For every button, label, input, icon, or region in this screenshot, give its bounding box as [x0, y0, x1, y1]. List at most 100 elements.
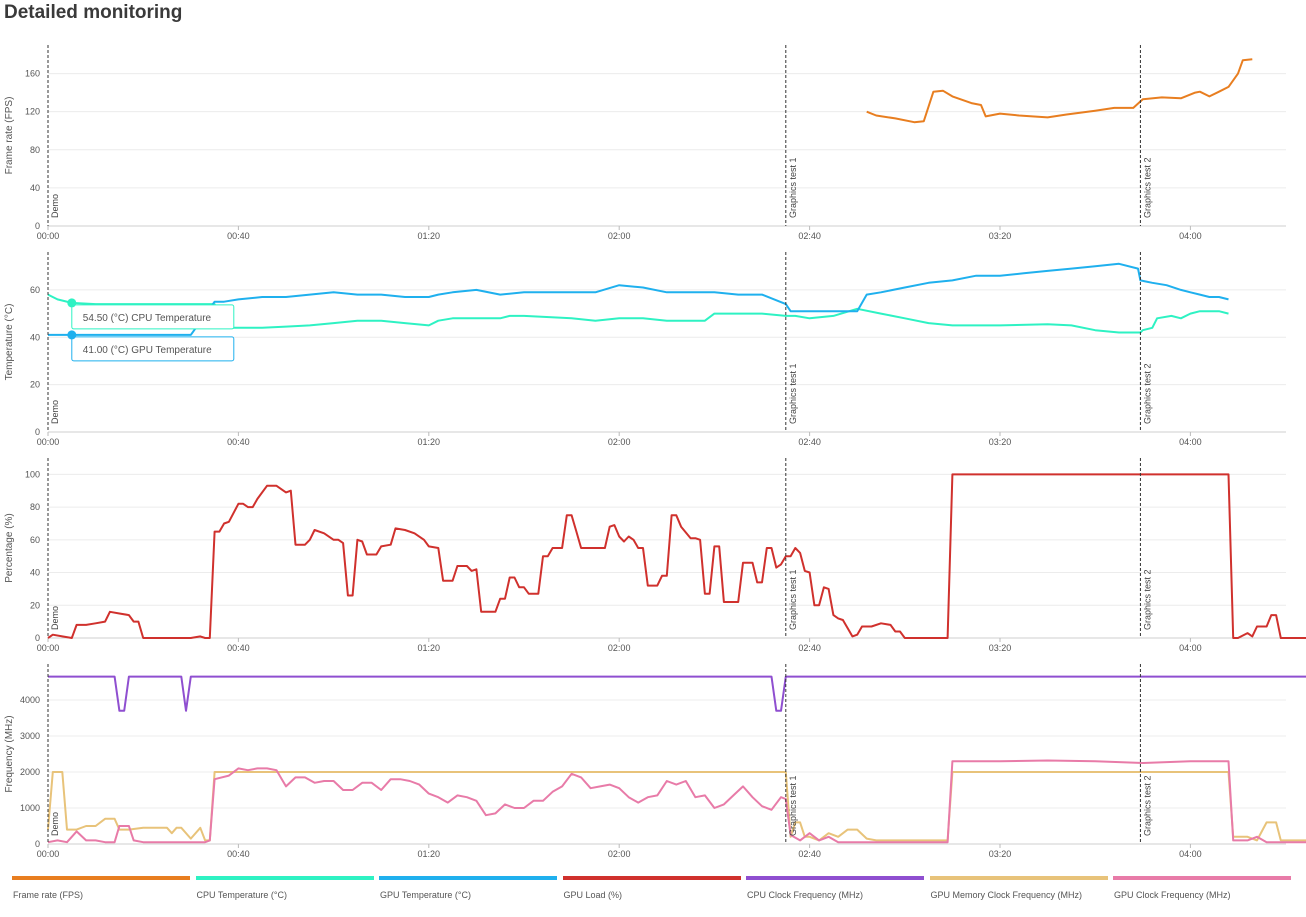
y-tick-label: 40 [30, 332, 40, 342]
legend-item[interactable]: GPU Clock Frequency (MHz) [1113, 876, 1291, 900]
x-tick-label: 02:40 [798, 231, 821, 241]
series-line-2-0 [47, 473, 1306, 639]
y-tick-label: 1000 [20, 803, 40, 813]
y-tick-label: 20 [30, 600, 40, 610]
y-tick-label: 0 [35, 633, 40, 643]
x-tick-label: 03:20 [989, 437, 1012, 447]
y-tick-label: 80 [30, 502, 40, 512]
legend-item[interactable]: GPU Memory Clock Frequency (MHz) [929, 876, 1108, 900]
legend-label: CPU Clock Frequency (MHz) [747, 890, 864, 900]
legend-label: GPU Memory Clock Frequency (MHz) [930, 890, 1083, 900]
tooltip: 54.50 (°C) CPU Temperature [67, 298, 235, 330]
legend-label: GPU Temperature (°C) [380, 890, 471, 900]
tooltip-box [71, 304, 235, 330]
x-tick-label: 00:40 [227, 849, 250, 859]
x-tick-label: 02:40 [798, 643, 821, 653]
y-tick-label: 40 [30, 568, 40, 578]
marker-label: Graphics test 2 [1142, 569, 1152, 630]
panel-2: 0 20 40 60 80 100 00:00 00:40 01:20 02:00 02:40 03:… [4, 458, 1306, 653]
legend-swatch [1113, 876, 1291, 880]
marker-label: Graphics test 1 [788, 569, 798, 630]
x-tick-label: 01:20 [418, 849, 441, 859]
tooltip-box [71, 336, 235, 362]
x-tick-label: 02:00 [608, 437, 631, 447]
y-tick-label: 80 [30, 145, 40, 155]
x-tick-label: 00:40 [227, 231, 250, 241]
legend-label: CPU Temperature (°C) [196, 890, 287, 900]
legend-swatch [12, 876, 190, 880]
x-tick-label: 02:00 [608, 643, 631, 653]
x-tick-label: 03:20 [989, 849, 1012, 859]
x-tick-label: 01:20 [418, 231, 441, 241]
marker-label: Graphics test 1 [788, 775, 798, 836]
y-axis-label: Frame rate (FPS) [4, 97, 15, 175]
x-tick-label: 00:40 [227, 437, 250, 447]
legend-swatch [746, 876, 924, 880]
y-axis-label: Percentage (%) [4, 513, 15, 582]
legend-item[interactable]: GPU Temperature (°C) [379, 876, 557, 900]
y-axis-label: Temperature (°C) [4, 304, 15, 381]
x-tick-label: 01:20 [418, 437, 441, 447]
y-tick-label: 60 [30, 535, 40, 545]
x-tick-label: 00:00 [37, 849, 60, 859]
x-tick-label: 04:00 [1179, 849, 1202, 859]
legend-item[interactable]: CPU Temperature (°C) [195, 876, 374, 900]
legend-swatch [195, 876, 374, 880]
marker-label: Graphics test 2 [1142, 775, 1152, 836]
marker-label: Demo [50, 194, 60, 218]
series-line-3-2 [47, 759, 1306, 844]
tooltip: 41.00 (°C) GPU Temperature [67, 330, 235, 362]
series-line-1-1 [48, 262, 1229, 336]
y-axis-label: Frequency (MHz) [4, 715, 15, 792]
legend-label: GPU Load (%) [563, 890, 623, 900]
x-tick-label: 02:00 [608, 849, 631, 859]
x-tick-label: 04:00 [1179, 231, 1202, 241]
series-line-3-1 [47, 771, 1306, 842]
series-line-3-0 [48, 675, 1306, 712]
y-tick-label: 3000 [20, 731, 40, 741]
legend-swatch [379, 876, 557, 880]
tooltip-dot [67, 330, 77, 340]
x-tick-label: 00:00 [37, 437, 60, 447]
y-tick-label: 40 [30, 183, 40, 193]
y-tick-label: 0 [35, 839, 40, 849]
panel-3: 0 1000 2000 3000 4000 00:00 00:40 01:20 02:00 02:… [4, 664, 1306, 859]
x-tick-label: 03:20 [989, 643, 1012, 653]
legend-label: GPU Clock Frequency (MHz) [1114, 890, 1231, 900]
panel-0: 0 40 80 120 160 00:00 00:40 01:20 02:00 02:40 03:2… [4, 45, 1286, 241]
x-tick-label: 02:40 [798, 437, 821, 447]
y-tick-label: 0 [35, 221, 40, 231]
y-tick-label: 4000 [20, 695, 40, 705]
tooltip-text: 54.50 (°C) CPU Temperature [83, 313, 212, 324]
y-tick-label: 20 [30, 380, 40, 390]
marker-label: Demo [50, 400, 60, 424]
x-tick-label: 00:40 [227, 643, 250, 653]
y-tick-label: 120 [25, 107, 40, 117]
tooltip-dot [67, 298, 77, 308]
legend-item[interactable]: GPU Load (%) [562, 876, 741, 900]
x-tick-label: 00:00 [37, 231, 60, 241]
x-tick-label: 04:00 [1179, 437, 1202, 447]
marker-label: Graphics test 2 [1142, 157, 1152, 218]
y-tick-label: 60 [30, 285, 40, 295]
legend-swatch [562, 876, 741, 880]
y-tick-label: 0 [35, 427, 40, 437]
marker-label: Demo [50, 812, 60, 836]
panel-1: 0 20 40 60 00:00 00:40 01:20 02:00 02:40 03:20 04:… [4, 252, 1286, 447]
legend-item[interactable]: Frame rate (FPS) [12, 876, 190, 900]
x-tick-label: 02:40 [798, 849, 821, 859]
y-tick-label: 160 [25, 69, 40, 79]
tooltip-text: 41.00 (°C) GPU Temperature [83, 345, 212, 356]
legend: Frame rate (FPS) CPU Temperature (°C) GPU … [0, 876, 1306, 917]
marker-label: Graphics test 2 [1142, 363, 1152, 424]
marker-label: Demo [50, 606, 60, 630]
y-tick-label: 100 [25, 469, 40, 479]
series-line-0-0 [866, 58, 1253, 124]
x-tick-label: 00:00 [37, 643, 60, 653]
legend-item[interactable]: CPU Clock Frequency (MHz) [746, 876, 924, 900]
x-tick-label: 02:00 [608, 231, 631, 241]
monitoring-chart: 0 40 80 120 160 00:00 00:40 01:20 02:00 02:40 03:2… [4, 45, 1306, 859]
x-tick-label: 04:00 [1179, 643, 1202, 653]
marker-label: Graphics test 1 [788, 157, 798, 218]
legend-swatch [929, 876, 1108, 880]
